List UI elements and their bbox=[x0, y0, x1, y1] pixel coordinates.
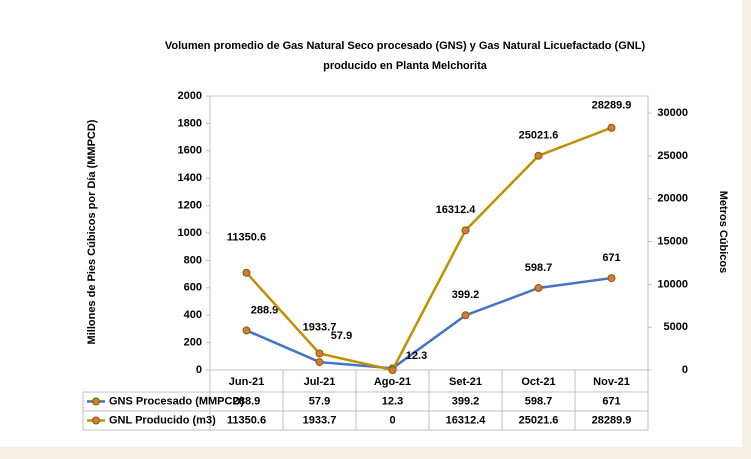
data-label: 288.9 bbox=[251, 304, 279, 316]
table-cell: 288.9 bbox=[233, 395, 261, 407]
data-point bbox=[607, 274, 616, 283]
y-tick-label: 1600 bbox=[178, 145, 202, 157]
x-tick-label: Oct-21 bbox=[521, 376, 555, 388]
y2-tick-label: 30000 bbox=[657, 107, 688, 119]
y-tick-label: 2000 bbox=[178, 90, 202, 102]
y-axis-label: Millones de Pies Cúbicos por Día (MMPCD) bbox=[86, 119, 98, 344]
legend-marker bbox=[92, 397, 100, 406]
y2-tick-label: 10000 bbox=[657, 278, 688, 290]
table-cell: 12.3 bbox=[382, 395, 403, 407]
data-point bbox=[242, 268, 251, 277]
y2-tick-label: 5000 bbox=[664, 321, 688, 333]
data-label: 11350.6 bbox=[227, 232, 266, 244]
chart-title: Volumen promedio de Gas Natural Seco pro… bbox=[165, 40, 646, 52]
y2-tick-label: 15000 bbox=[657, 235, 688, 247]
data-label: 598.7 bbox=[525, 262, 553, 274]
x-tick-label: Ago-21 bbox=[374, 376, 411, 388]
data-label: 28289.9 bbox=[592, 100, 632, 112]
data-label: 12.3 bbox=[406, 350, 427, 362]
chart-title: producido en Planta Melchorita bbox=[323, 60, 488, 72]
series-line bbox=[246, 276, 612, 370]
x-tick-label: Jun-21 bbox=[229, 376, 264, 388]
y-tick-label: 1200 bbox=[178, 200, 202, 212]
data-point bbox=[315, 358, 324, 367]
y-tick-label: 800 bbox=[184, 254, 202, 266]
y-tick-label: 1800 bbox=[178, 117, 202, 129]
y2-axis-label: Metros Cúbicos bbox=[717, 191, 729, 274]
table-cell: 671 bbox=[602, 395, 620, 407]
data-point bbox=[242, 326, 251, 335]
y-tick-label: 1000 bbox=[178, 227, 202, 239]
y2-tick-label: 25000 bbox=[657, 150, 688, 162]
table-cell: 1933.7 bbox=[303, 414, 337, 426]
table-cell: 57.9 bbox=[309, 395, 330, 407]
data-point bbox=[607, 123, 616, 132]
data-label: 399.2 bbox=[452, 289, 480, 301]
data-point bbox=[534, 283, 543, 292]
data-point bbox=[388, 366, 397, 374]
y2-tick-label: 0 bbox=[682, 364, 688, 376]
table-cell: 28289.9 bbox=[592, 414, 632, 426]
table-cell: 11350.6 bbox=[227, 414, 266, 426]
y-tick-label: 400 bbox=[184, 309, 202, 321]
data-label: 671 bbox=[602, 252, 620, 264]
table-cell: 25021.6 bbox=[519, 414, 559, 426]
table-cell: 16312.4 bbox=[446, 414, 487, 426]
data-point bbox=[461, 311, 470, 320]
data-label: 16312.4 bbox=[436, 204, 477, 216]
legend-marker bbox=[92, 416, 100, 425]
legend-label: GNL Producido (m3) bbox=[109, 414, 216, 426]
y2-tick-label: 20000 bbox=[657, 193, 688, 205]
y-tick-label: 200 bbox=[184, 337, 202, 349]
y-tick-label: 1400 bbox=[178, 172, 202, 184]
x-tick-label: Nov-21 bbox=[593, 376, 630, 388]
chart-panel bbox=[0, 0, 742, 447]
data-label: 25021.6 bbox=[519, 130, 559, 142]
data-label: 1933.7 bbox=[303, 321, 337, 333]
data-point bbox=[534, 151, 543, 160]
y-tick-label: 0 bbox=[196, 364, 202, 376]
data-point bbox=[461, 226, 470, 235]
x-tick-label: Set-21 bbox=[449, 376, 482, 388]
table-cell: 0 bbox=[389, 414, 395, 426]
series-line bbox=[245, 126, 612, 372]
legend-label: GNS Procesado (MMPCD) bbox=[109, 395, 244, 407]
data-point bbox=[315, 349, 324, 358]
table-cell: 598.7 bbox=[525, 395, 553, 407]
table-cell: 399.2 bbox=[452, 395, 480, 407]
x-tick-label: Jul-21 bbox=[304, 376, 336, 388]
y-tick-label: 600 bbox=[184, 282, 202, 294]
data-label: 57.9 bbox=[331, 330, 352, 342]
